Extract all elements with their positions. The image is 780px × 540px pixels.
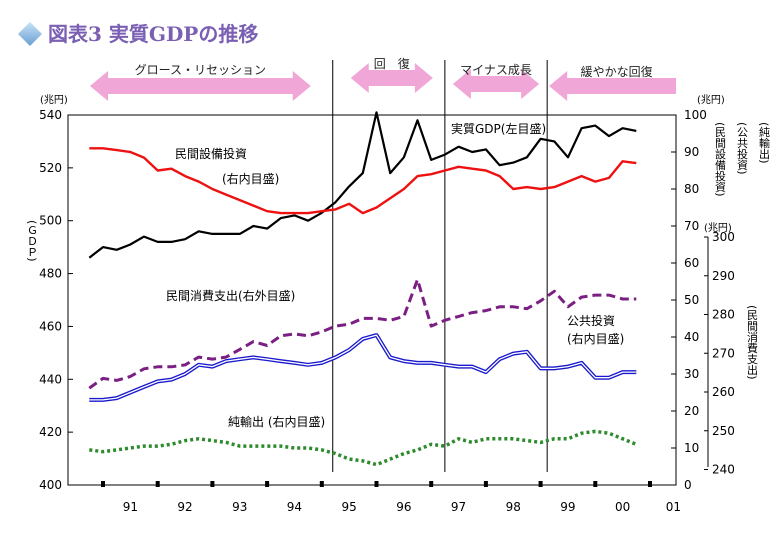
x-year-marker	[648, 481, 652, 487]
right-inner-tick-label: 0	[684, 478, 692, 492]
phase-label: マイナス成長	[460, 63, 532, 77]
label-equipment-2: (右内目盛)	[222, 171, 279, 186]
title-group: 図表3 実質GDPの推移	[18, 22, 258, 46]
label-net-exports: 純輸出 (右内目盛)	[228, 414, 325, 429]
phase-arrows: グロース・リセッション 回 復 マイナス成長 緩やかな回復	[90, 56, 676, 101]
right-inner-tick-label: 40	[684, 330, 699, 344]
right-inner-tick-label: 80	[684, 182, 699, 196]
series-group	[88, 111, 637, 467]
phase-dividers	[332, 60, 548, 472]
right-outer-tick-label: 250	[712, 424, 735, 438]
label-public-1: 公共投資	[567, 313, 615, 328]
x-year-marker	[101, 481, 105, 487]
x-tick-label: 96	[396, 500, 411, 514]
left-tick-label: 460	[39, 319, 62, 333]
label-public-2: (右内目盛)	[567, 331, 624, 346]
left-axis-title: (ＧＤＰ)	[26, 220, 39, 262]
phase-label: 緩やかな回復	[581, 64, 653, 79]
series-line-gdp	[88, 111, 637, 259]
series-line-net_exports	[89, 429, 637, 467]
x-year-marker	[319, 481, 324, 487]
x-year-marker	[538, 481, 543, 487]
x-year-marker	[429, 481, 434, 487]
left-tick-label: 420	[39, 425, 62, 439]
x-tick-label: 97	[451, 500, 466, 514]
phase-arrow	[90, 71, 311, 101]
right-inner-axis-unit: (兆円)	[697, 94, 725, 106]
phase-arrow	[350, 63, 433, 93]
x-tick-label: 99	[560, 500, 575, 514]
right-outer-tick-label: 270	[712, 346, 735, 360]
right-inner-tick-label: 50	[684, 293, 699, 307]
right-inner-tick-label: 100	[684, 108, 707, 122]
x-year-marker	[374, 481, 379, 487]
right-inner-axis-title-2: (公共投資)	[736, 122, 749, 175]
x-axis: 91 92 93 94 95 96 97 98 99 00 01	[101, 481, 681, 514]
phase-arrow	[549, 71, 676, 101]
right-inner-tick-label: 60	[684, 256, 699, 270]
left-tick-label: 400	[39, 478, 62, 492]
x-tick-label: 01	[666, 500, 681, 514]
left-tick-label: 480	[39, 267, 62, 281]
right-outer-axis: 300 290 280 270 260 250 240	[704, 230, 735, 477]
series-line-equipment	[89, 147, 637, 215]
right-inner-tick-label: 90	[684, 145, 699, 159]
label-equipment-1: 民間設備投資	[175, 146, 247, 161]
right-inner-tick-label: 20	[684, 404, 699, 418]
x-tick-label: 95	[342, 500, 357, 514]
left-axis: 540 520 500 480 460 440 420 400	[39, 108, 73, 492]
x-year-marker	[155, 481, 160, 487]
right-outer-tick-label: 280	[712, 308, 735, 322]
title-diamond-icon	[18, 22, 42, 46]
right-inner-axis-title-3: (純輸出)	[758, 122, 771, 164]
right-outer-tick-label: 290	[712, 269, 735, 283]
x-year-marker	[483, 481, 488, 487]
x-tick-label: 91	[123, 500, 138, 514]
right-inner-tick-label: 70	[684, 219, 699, 233]
phase-label: 回 復	[374, 56, 410, 71]
x-year-marker	[265, 481, 270, 487]
right-outer-axis-unit: (兆円)	[704, 222, 732, 234]
right-outer-axis-title: (民間消費支出)	[746, 305, 759, 380]
left-tick-label: 440	[39, 372, 62, 386]
phase-arrow	[452, 69, 540, 99]
label-consumption: 民間消費支出(右外目盛)	[166, 288, 295, 303]
series-line-inner-public	[89, 334, 637, 401]
x-tick-label: 92	[177, 500, 192, 514]
left-tick-label: 520	[39, 161, 62, 175]
left-tick-label: 540	[39, 108, 62, 122]
x-year-marker	[593, 481, 598, 487]
x-tick-label: 98	[506, 500, 521, 514]
right-outer-tick-label: 300	[712, 230, 735, 244]
right-outer-tick-label: 260	[712, 385, 735, 399]
left-axis-unit: (兆円)	[40, 94, 68, 106]
right-inner-axis-title-1: (民間設備投資)	[714, 122, 727, 197]
right-outer-tick-label: 240	[712, 463, 735, 477]
left-tick-label: 500	[39, 214, 62, 228]
x-year-marker	[210, 481, 215, 487]
right-inner-tick-label: 10	[684, 441, 699, 455]
x-tick-label: 94	[287, 500, 302, 514]
label-gdp: 実質GDP(左目盛)	[451, 121, 546, 136]
page-title: 図表3 実質GDPの推移	[48, 22, 258, 46]
x-tick-label: 00	[615, 500, 630, 514]
x-tick-label: 93	[232, 500, 247, 514]
phase-label: グロース・リセッション	[135, 63, 266, 77]
right-inner-tick-label: 30	[684, 367, 699, 381]
